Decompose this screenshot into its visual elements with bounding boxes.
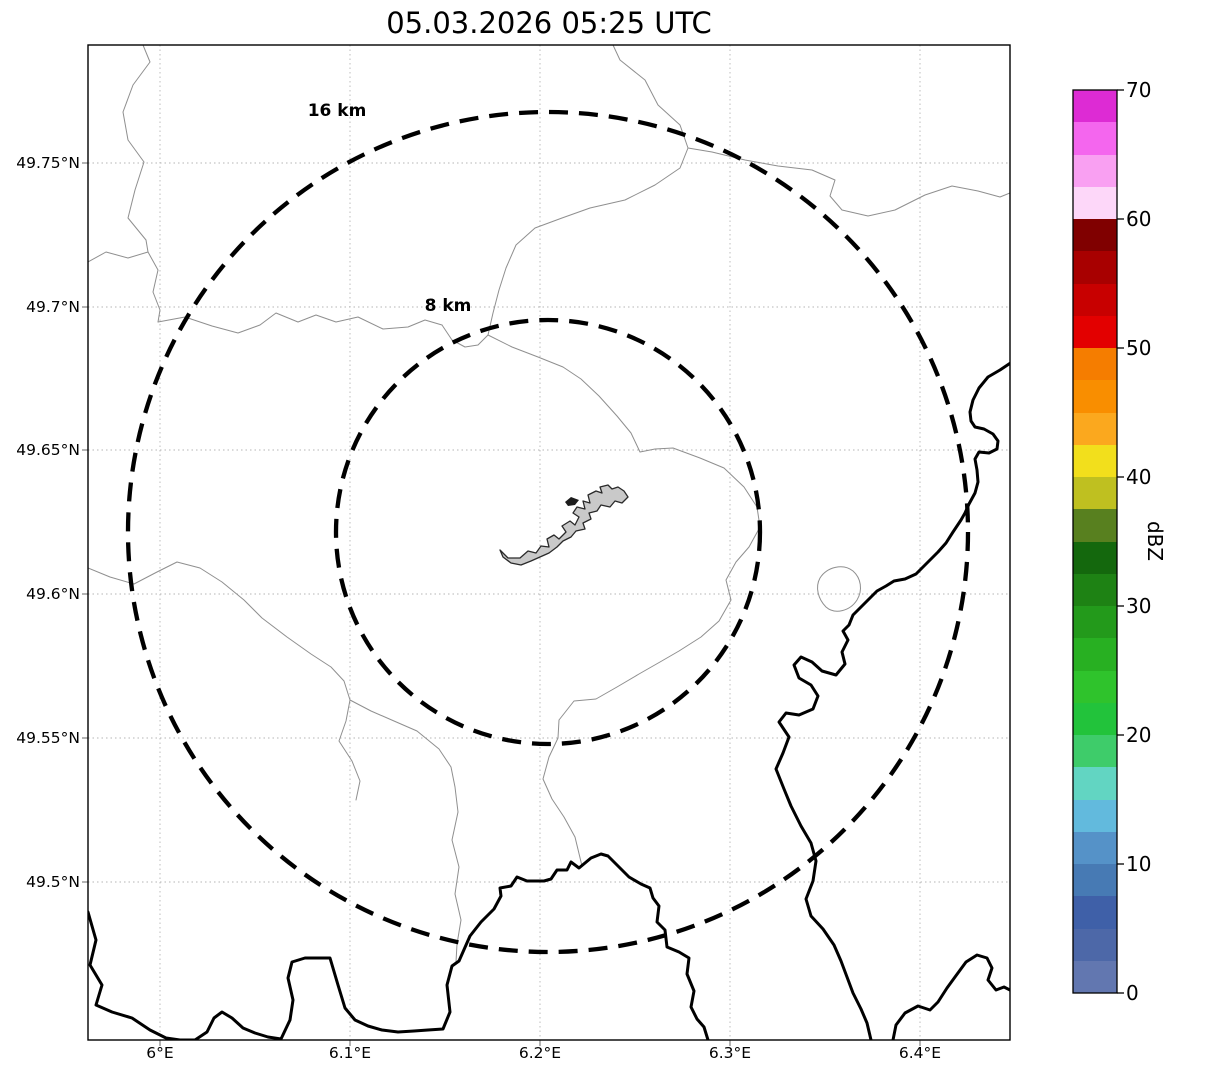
airport-polygon [499,484,629,566]
y-tick-label: 49.7°N [26,298,80,316]
colorbar-segment [1073,380,1117,413]
colorbar-segment [1073,283,1117,316]
colorbar-segment [1073,799,1117,832]
plot-title: 05.03.2026 05:25 UTC [386,6,712,40]
range-ring-16km [125,109,971,955]
colorbar-tick-label: 0 [1126,981,1139,1005]
y-tick-label: 49.55°N [16,729,80,747]
colorbar-tick-label: 70 [1126,78,1152,102]
colorbar-tick-label: 30 [1126,594,1152,618]
colorbar-segment [1073,154,1117,187]
colorbar-segment [1073,348,1117,381]
colorbar-segment [1073,122,1117,155]
colorbar-segment [1073,735,1117,768]
colorbar-segment [1073,219,1117,252]
colorbar-segment [1073,702,1117,735]
x-tick-label: 6.3°E [708,1044,752,1062]
colorbar-ticks [1117,89,1124,994]
colorbar-segment [1073,960,1117,993]
y-tick-label: 49.65°N [16,441,80,459]
colorbar-segment [1073,90,1117,123]
colorbar-tick-label: 20 [1126,723,1152,747]
x-tick-label: 6.1°E [328,1044,372,1062]
range-rings [125,109,971,955]
colorbar-segment [1073,767,1117,800]
x-tick-label: 6°E [146,1044,174,1062]
colorbar-frame [1072,89,1118,994]
colorbar-tick-label: 60 [1126,207,1152,231]
colorbar-tick-label: 40 [1126,465,1152,489]
colorbar-segment [1073,251,1117,284]
minor-borders [88,45,1010,963]
colorbar-segment [1073,573,1117,606]
map-frame [87,44,1011,1041]
y-tick-label: 49.75°N [16,154,80,172]
colorbar-segment [1073,864,1117,897]
major-borders [88,361,1010,1040]
colorbar-tick-label: 10 [1126,852,1152,876]
colorbar-segment [1073,477,1117,510]
range-ring-label-16km: 16 km [307,101,367,121]
airport-detail-mark [565,497,579,506]
colorbar-segment [1073,896,1117,929]
colorbar-segment [1073,831,1117,864]
x-tick-label: 6.4°E [898,1044,942,1062]
colorbar-segment [1073,606,1117,639]
colorbar-segment [1073,541,1117,574]
colorbar-segment [1073,315,1117,348]
colorbar-segment [1073,928,1117,961]
colorbar-segment [1073,444,1117,477]
colorbar-axis-label: dBZ [1143,520,1167,562]
colorbar-segments [1073,90,1117,993]
colorbar-segment [1073,638,1117,671]
axis-ticks [82,162,921,1046]
x-tick-label: 6.2°E [518,1044,562,1062]
y-tick-label: 49.6°N [26,585,80,603]
colorbar-segment [1073,412,1117,445]
range-ring-8km [333,317,763,747]
colorbar-segment [1073,509,1117,542]
colorbar-segment [1073,670,1117,703]
colorbar-tick-label: 50 [1126,336,1152,360]
graticule-gridlines [88,45,1010,1040]
colorbar-segment [1073,186,1117,219]
y-tick-label: 49.5°N [26,873,80,891]
range-ring-label-8km: 8 km [424,296,472,316]
